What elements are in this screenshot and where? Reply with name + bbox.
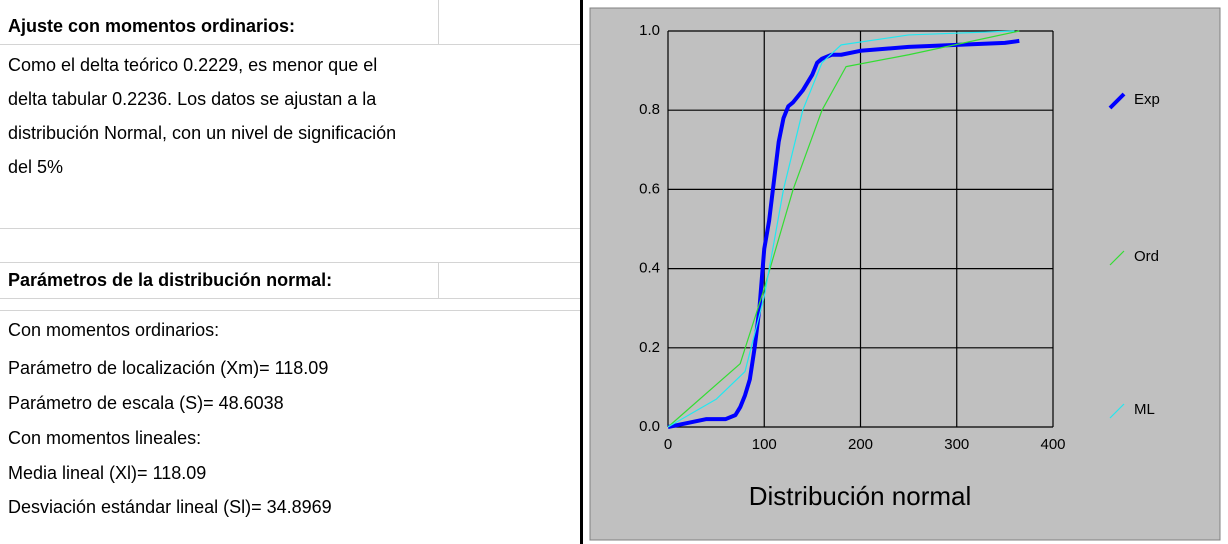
- legend-swatch: [1109, 250, 1125, 266]
- cell-border: [0, 44, 582, 45]
- y-tick-label: 0.2: [639, 339, 660, 356]
- legend-label: ML: [1134, 401, 1155, 418]
- heading: Parámetros de la distribución normal:: [8, 270, 333, 290]
- x-axis-label: Distribución normal: [749, 481, 972, 511]
- cell-border: [438, 262, 439, 298]
- x-tick-label: 100: [752, 436, 777, 453]
- parameter-line: Parámetro de localización (Xm)= 118.09: [8, 358, 329, 378]
- x-tick-label: 400: [1040, 436, 1065, 453]
- parameter-line: Con momentos lineales:: [8, 428, 202, 448]
- parameter-line: Media lineal (Xl)= 118.09: [8, 463, 207, 483]
- paragraph-line: delta tabular 0.2236. Los datos se ajust…: [8, 89, 377, 109]
- paragraph-line: Como el delta teórico 0.2229, es menor q…: [8, 55, 378, 75]
- series-line: [667, 30, 1020, 428]
- legend-label: Ord: [1134, 248, 1159, 265]
- x-tick-label: 300: [944, 436, 969, 453]
- series-line: [667, 30, 1015, 428]
- y-tick-label: 0.8: [639, 101, 660, 118]
- legend-label: Exp: [1134, 91, 1160, 108]
- y-tick-label: 0.4: [639, 260, 660, 277]
- series-line: [667, 38, 1020, 429]
- cell-border: [438, 0, 439, 44]
- paragraph-line: distribución Normal, con un nivel de sig…: [8, 123, 397, 143]
- parameter-line: Parámetro de escala (S)= 48.6038: [8, 393, 284, 413]
- sheet-border: [580, 0, 583, 544]
- x-tick-label: 200: [848, 436, 873, 453]
- legend-swatch: [1108, 92, 1126, 110]
- paragraph-line: del 5%: [8, 157, 64, 177]
- legend-swatch: [1109, 403, 1125, 419]
- y-tick-label: 1.0: [639, 22, 660, 39]
- cell-border: [0, 310, 582, 311]
- chart-background: [589, 7, 1221, 541]
- cell-border: [0, 228, 582, 229]
- parameter-line: Desviación estándar lineal (Sl)= 34.8969: [8, 497, 332, 517]
- heading: Ajuste con momentos ordinarios:: [8, 16, 296, 36]
- parameter-line: Con momentos ordinarios:: [8, 320, 220, 340]
- y-tick-label: 0.0: [639, 418, 660, 435]
- cell-border: [0, 262, 582, 263]
- x-tick-label: 0: [664, 436, 672, 453]
- y-tick-label: 0.6: [639, 180, 660, 197]
- cell-border: [0, 298, 582, 299]
